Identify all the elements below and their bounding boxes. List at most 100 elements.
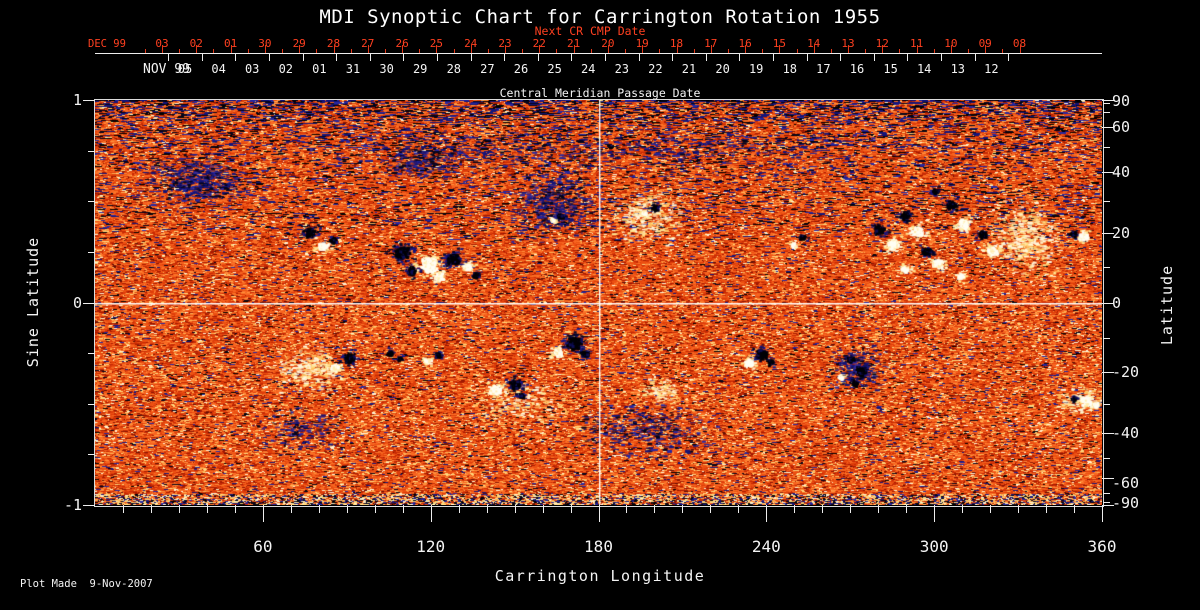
y-right-tick-label: -90: [1112, 494, 1140, 512]
top-axis-day-label: 14: [807, 37, 821, 50]
y-right-minor-tick: [1103, 112, 1110, 114]
cmp-axis-tick: [907, 53, 909, 61]
top-axis-minor-tick: [625, 49, 627, 53]
y-right-tick-label: -40: [1112, 423, 1140, 442]
top-axis-day-label: 12: [875, 37, 889, 50]
top-axis-minor-tick: [179, 49, 181, 53]
y-right-major-tick: [1102, 477, 1114, 479]
date-axis-line: [95, 53, 1102, 54]
top-axis-major-tick: [264, 45, 266, 53]
x-axis-minor-tick: [402, 505, 404, 513]
y-right-minor-tick: [1103, 492, 1110, 494]
top-axis-major-tick: [162, 45, 163, 53]
top-axis-major-tick: [710, 45, 712, 53]
top-axis-minor-tick: [693, 49, 695, 53]
top-axis-day-label: 24: [464, 37, 478, 50]
cmp-axis-tick: [605, 53, 606, 61]
cmp-axis-label: Central Meridian Passage Date: [499, 86, 701, 100]
x-axis-minor-tick: [962, 505, 964, 513]
top-axis-major-tick: [436, 45, 438, 53]
top-axis-day-label: 15: [772, 37, 787, 50]
x-axis-minor-tick: [906, 505, 908, 513]
top-axis-day-label: 27: [361, 37, 375, 50]
x-axis-minor-tick: [486, 505, 488, 513]
y-left-minor-tick: [88, 251, 95, 253]
x-axis-minor-tick: [318, 505, 320, 513]
top-axis-minor-tick: [522, 49, 524, 53]
cmp-axis-tick: [403, 53, 405, 61]
cmp-axis-day-label: 12: [984, 62, 999, 76]
top-axis-minor-tick: [556, 49, 558, 53]
top-axis-minor-tick: [762, 49, 764, 53]
x-axis-minor-tick: [626, 505, 628, 513]
x-axis-minor-tick: [150, 505, 152, 513]
cmp-axis-tick: [773, 53, 774, 61]
nov-month-label: NOV 99: [143, 62, 190, 77]
top-axis-major-tick: [505, 45, 506, 53]
top-axis-day-label: 29: [292, 37, 306, 50]
top-axis-major-tick: [230, 45, 232, 53]
top-axis-day-label: 20: [601, 37, 615, 50]
top-axis-major-tick: [367, 45, 369, 53]
y-left-tick-label: 1: [72, 91, 82, 109]
top-axis-major-tick: [676, 45, 678, 53]
cmp-axis-tick: [537, 53, 539, 61]
top-axis-day-label: 16: [738, 37, 752, 50]
cmp-axis-tick: [705, 53, 707, 61]
x-axis-minor-tick: [654, 505, 656, 513]
top-axis-major-tick: [882, 45, 884, 53]
x-axis-tick-label: 360: [1087, 537, 1117, 556]
x-axis-major-tick: [430, 505, 432, 522]
top-axis-minor-tick: [453, 49, 455, 53]
y-right-minor-tick: [1103, 501, 1110, 503]
top-axis-minor-tick: [487, 49, 489, 53]
x-axis-major-tick: [934, 505, 936, 522]
x-axis-minor-tick: [178, 505, 180, 513]
y-right-major-tick: [1102, 233, 1114, 235]
y-right-axis-title: Latitude: [1158, 264, 1176, 346]
x-axis-tick-label: 180: [584, 537, 613, 556]
top-axis-major-tick: [642, 45, 644, 53]
y-right-minor-tick: [1103, 403, 1110, 405]
top-axis-minor-tick: [933, 49, 935, 53]
x-axis-minor-tick: [738, 505, 740, 513]
cmp-axis-day-label: 29: [412, 62, 428, 76]
y-right-tick-label: -60: [1112, 473, 1140, 492]
cmp-axis-tick: [1008, 53, 1010, 61]
cmp-axis-tick: [739, 53, 741, 61]
top-axis-major-tick: [333, 45, 335, 53]
cmp-axis-tick: [269, 53, 270, 61]
y-left-major-tick: [83, 302, 95, 304]
top-axis-minor-tick: [865, 49, 867, 53]
cmp-axis-day-label: 30: [379, 62, 394, 76]
top-axis-major-tick: [539, 45, 541, 53]
x-axis-major-tick: [766, 505, 768, 522]
x-axis-tick-label: 300: [919, 537, 949, 556]
top-axis-minor-tick: [727, 49, 729, 53]
top-axis-minor-tick: [830, 49, 832, 53]
x-axis-minor-tick: [1046, 505, 1048, 513]
y-left-tick-label: -1: [63, 496, 82, 514]
cmp-axis-tick: [336, 53, 338, 61]
top-axis-minor-tick: [968, 49, 970, 53]
top-axis-major-tick: [299, 45, 301, 53]
x-axis-minor-tick: [514, 505, 516, 513]
top-axis-day-label: 18: [669, 37, 684, 50]
cmp-axis-day-label: 01: [312, 62, 327, 76]
cmp-axis-tick: [941, 53, 942, 61]
dec-month-label: DEC 99: [88, 38, 126, 50]
x-axis-minor-tick: [542, 505, 544, 513]
top-axis-major-tick: [607, 45, 609, 53]
top-axis-day-label: 09: [978, 37, 992, 50]
x-axis-minor-tick: [206, 505, 208, 513]
top-axis-minor-tick: [659, 49, 661, 53]
x-axis-tick-label: 120: [416, 537, 446, 556]
top-axis-major-tick: [813, 45, 815, 53]
x-axis-minor-tick: [822, 505, 824, 513]
top-axis-day-label: 17: [704, 37, 718, 50]
y-right-tick-label: 20: [1112, 224, 1131, 243]
top-axis-minor-tick: [419, 49, 421, 53]
chart-title: MDI Synoptic Chart for Carrington Rotati…: [319, 6, 881, 28]
top-axis-day-label: 26: [395, 37, 409, 50]
